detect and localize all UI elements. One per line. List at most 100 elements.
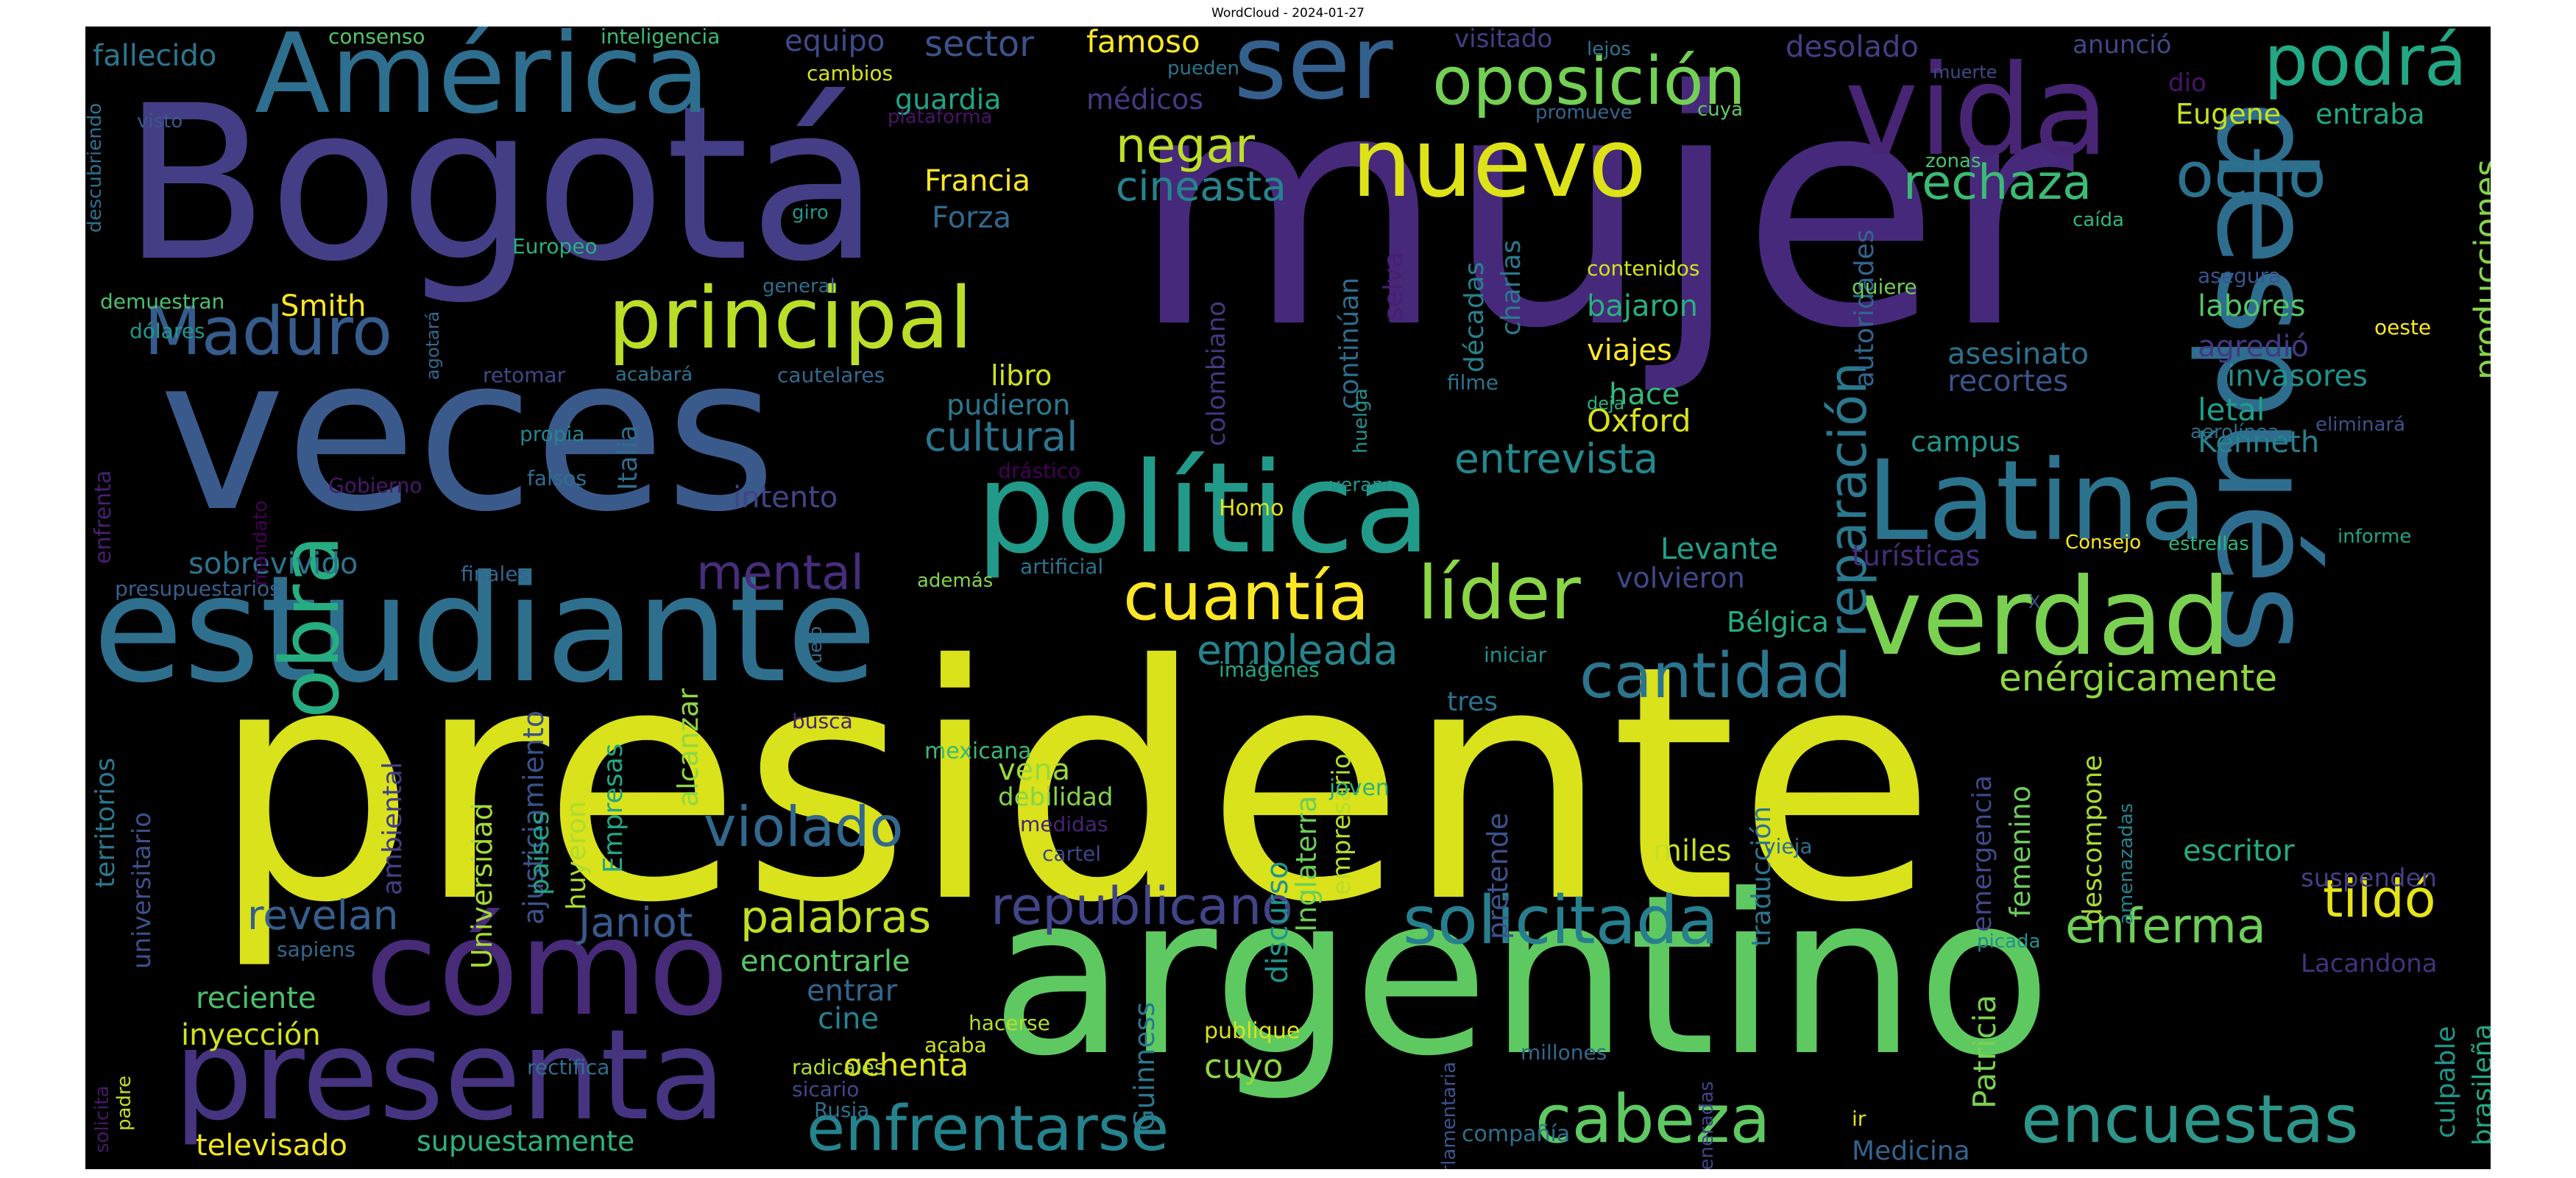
word: Guinness — [1128, 1001, 1161, 1131]
word: consenso — [328, 27, 425, 49]
word: presenta — [174, 1003, 726, 1149]
word: solicita — [91, 1085, 113, 1153]
word: política — [976, 436, 1431, 582]
word: visto — [137, 110, 183, 133]
word: finales — [461, 562, 529, 586]
word: cuya — [1697, 99, 1744, 121]
word: culpable — [2431, 1026, 2461, 1138]
word: supuestamente — [417, 1125, 635, 1157]
word: líder — [1418, 550, 1581, 636]
word: plataforma — [888, 106, 993, 128]
word: décadas — [1459, 261, 1490, 373]
word: Lacandona — [2301, 949, 2438, 978]
word: Medicina — [1852, 1136, 1970, 1166]
word: ambiental — [378, 761, 408, 895]
word: países — [525, 811, 555, 895]
word: enfrenta — [91, 470, 116, 564]
word: hace — [1609, 378, 1680, 412]
word: huyeron — [562, 801, 592, 910]
word: Universidad — [466, 803, 498, 969]
word: recortes — [1947, 364, 2069, 398]
word: inteligencia — [601, 27, 721, 49]
word: anunció — [2073, 30, 2172, 60]
word: cantidad — [1579, 640, 1852, 713]
word: presidente — [210, 596, 1936, 973]
word: promueve — [1535, 102, 1632, 124]
word: estudiante — [93, 544, 877, 716]
word: selva — [1379, 251, 1409, 321]
word: Francia — [924, 164, 1031, 198]
word: reparación — [1818, 361, 1878, 638]
word: busca — [792, 709, 853, 733]
word: guardia — [895, 83, 1002, 116]
word: pudieron — [946, 389, 1071, 421]
word: bajaron — [1587, 289, 1698, 323]
word: dio — [2168, 68, 2207, 98]
word: labores — [2198, 289, 2306, 323]
word: presupuestarios — [115, 576, 280, 601]
word: cuyo — [1204, 1047, 1284, 1086]
word: Bélgica — [1727, 606, 1829, 638]
word: veces — [159, 311, 776, 559]
word: contenidos — [1587, 256, 1700, 281]
word: republicano — [991, 876, 1294, 937]
word: Patricia — [1967, 994, 2003, 1109]
word-cloud: presidente mujer veces Bogotá argentino … — [85, 27, 2491, 1169]
word: descompone — [2078, 755, 2108, 925]
word: podrá — [2264, 27, 2468, 102]
word: quiere — [1852, 275, 1917, 299]
word: palabras — [740, 892, 932, 943]
word: América — [255, 27, 710, 138]
word: producciones — [2467, 159, 2491, 380]
word: Inglaterra — [1290, 795, 1323, 932]
word: verano — [1329, 474, 1396, 496]
word: emergencia — [1967, 775, 1998, 932]
word: cambios — [807, 61, 894, 85]
word: además — [917, 570, 994, 592]
word: libro — [991, 359, 1052, 392]
word: rechaza — [1903, 155, 2092, 211]
word: aerolínea — [2190, 421, 2279, 443]
word: empleada — [1197, 627, 1398, 674]
word: dólares — [130, 319, 205, 343]
word: Levante — [1660, 532, 1779, 566]
word: vida — [1844, 38, 2109, 184]
word: famoso — [1086, 27, 1200, 60]
word: acaba — [924, 1033, 987, 1057]
word: Europeo — [512, 234, 598, 258]
word: muerte — [1933, 62, 1998, 82]
word: desolado — [1786, 30, 1919, 64]
word: encontrarle — [740, 945, 910, 978]
word: equipo — [785, 27, 885, 58]
word: sicario — [792, 1077, 860, 1101]
word: deja — [1587, 393, 1625, 414]
word: lejos — [1587, 38, 1631, 60]
word: artificial — [1020, 554, 1104, 579]
word: radicales — [792, 1055, 885, 1079]
word: cabeza — [1535, 1081, 1771, 1158]
word: enferma — [2065, 899, 2266, 954]
word: compañía — [1462, 1121, 1571, 1147]
word: pretende — [1482, 812, 1514, 939]
word: cartel — [1042, 842, 1102, 866]
word: encuestas — [2021, 1081, 2359, 1158]
word: mexicana — [924, 738, 1032, 764]
word: entrar — [807, 974, 898, 1008]
word: tildó — [2323, 869, 2436, 929]
word: médicos — [1086, 83, 1204, 116]
word: caída — [2073, 209, 2124, 231]
word: visitado — [1454, 27, 1553, 54]
word: universitario — [127, 811, 157, 969]
word: padre — [113, 1075, 135, 1131]
word: descubriendo — [85, 102, 106, 233]
word: mujer — [1130, 27, 2074, 399]
word: Gobierno — [328, 473, 422, 498]
word: suspenden — [2301, 864, 2438, 893]
word: escritor — [2183, 834, 2295, 868]
word: cuantía — [1123, 558, 1370, 635]
word: zonas — [1925, 150, 1981, 172]
word: vieja — [1763, 834, 1813, 858]
word: vena — [998, 753, 1071, 787]
word: filme — [1447, 370, 1498, 395]
word: asesinato — [1947, 337, 2089, 371]
